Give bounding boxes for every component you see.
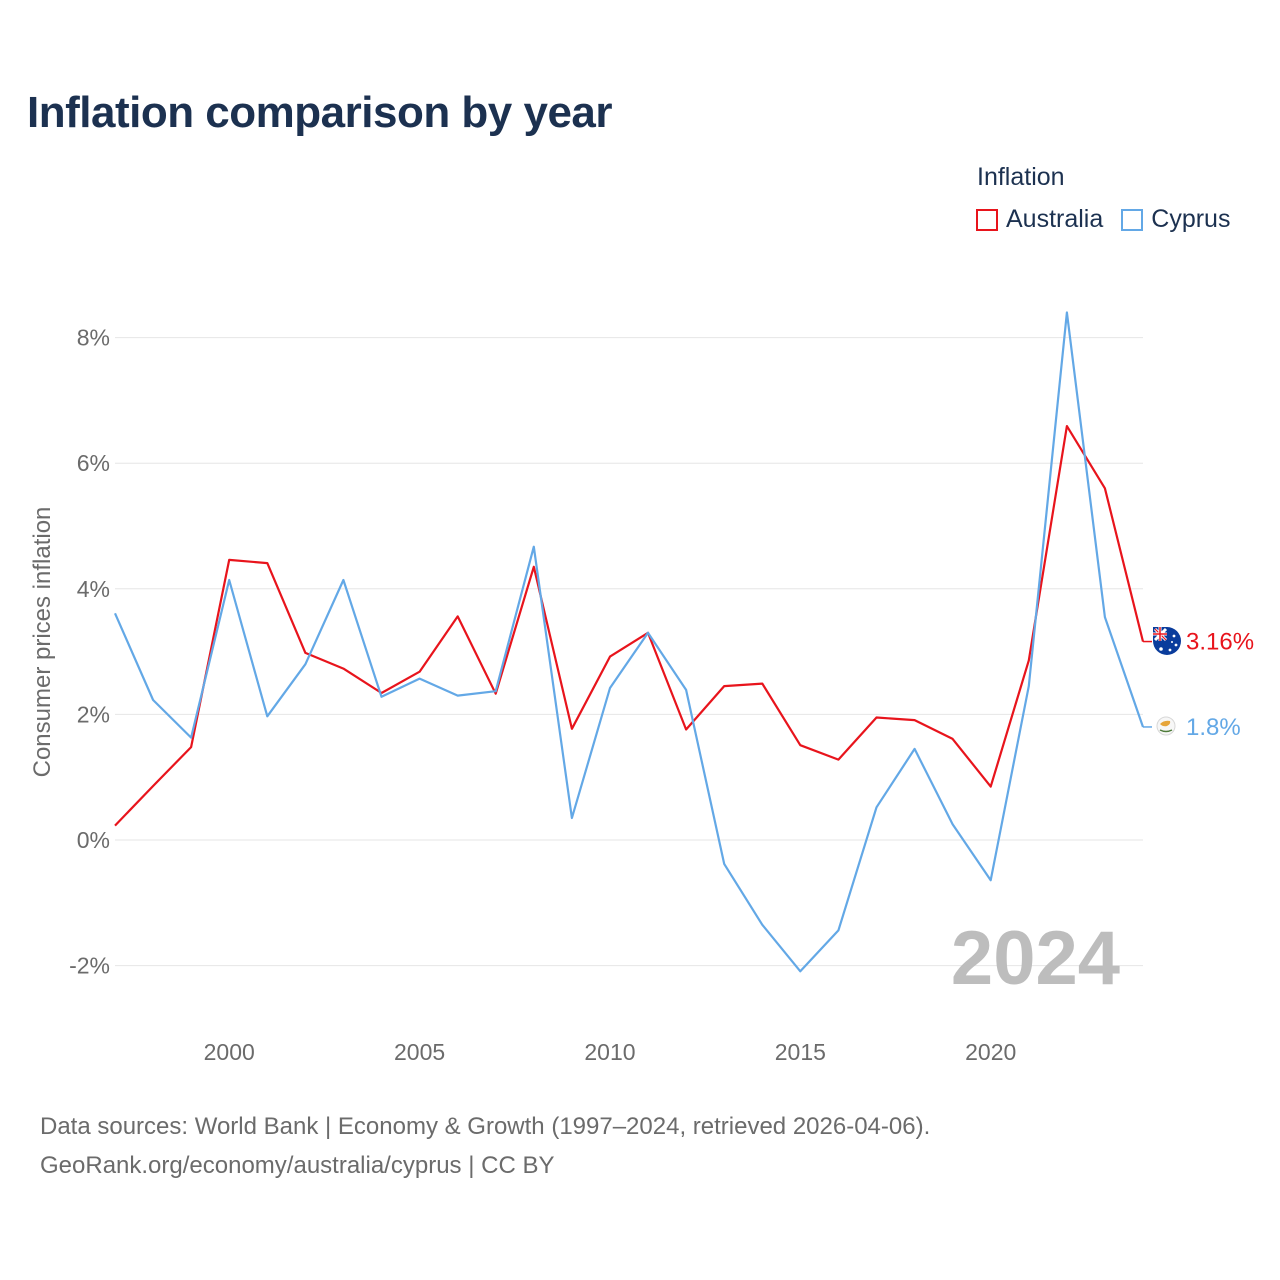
legend-item-australia[interactable]: Australia bbox=[976, 205, 1103, 234]
legend: Australia Cyprus bbox=[976, 205, 1230, 234]
legend-title: Inflation bbox=[977, 163, 1065, 191]
x-tick-label: 2000 bbox=[204, 1039, 255, 1065]
y-tick-label: 6% bbox=[77, 450, 110, 476]
footer: Data sources: World Bank | Economy & Gro… bbox=[40, 1107, 930, 1185]
y-tick-label: -2% bbox=[69, 953, 110, 979]
chart-title: Inflation comparison by year bbox=[27, 88, 613, 137]
y-axis-ticks: 8% 6% 4% 2% 0% -2% bbox=[69, 325, 110, 979]
legend-swatch-cyprus bbox=[1121, 208, 1144, 231]
x-tick-label: 2005 bbox=[394, 1039, 445, 1065]
footer-sources: Data sources: World Bank | Economy & Gro… bbox=[40, 1113, 931, 1140]
x-axis-ticks: 2000 2005 2010 2015 2020 bbox=[204, 1039, 1017, 1065]
x-tick-label: 2010 bbox=[584, 1039, 635, 1065]
cyprus-flag-icon bbox=[1156, 716, 1176, 736]
y-tick-label: 2% bbox=[77, 701, 110, 727]
series-end-labels: 3.16% 1.8% bbox=[1186, 629, 1254, 741]
y-axis-title: Consumer prices inflation bbox=[29, 507, 56, 778]
y-tick-label: 0% bbox=[77, 827, 110, 853]
series-lines bbox=[113, 311, 1152, 973]
x-tick-label: 2020 bbox=[965, 1039, 1016, 1065]
y-tick-label: 8% bbox=[77, 325, 110, 351]
current-year-watermark: 2024 bbox=[951, 916, 1120, 1001]
series-line-cyprus bbox=[113, 311, 1145, 973]
x-tick-label: 2015 bbox=[775, 1039, 826, 1065]
end-value-label-australia: 3.16% bbox=[1186, 629, 1254, 656]
y-tick-label: 4% bbox=[77, 576, 110, 602]
australia-flag-icon bbox=[1153, 627, 1181, 655]
legend-item-cyprus[interactable]: Cyprus bbox=[1121, 205, 1230, 234]
legend-swatch-australia bbox=[976, 208, 998, 231]
legend-label-cyprus: Cyprus bbox=[1151, 205, 1231, 233]
end-value-label-cyprus: 1.8% bbox=[1186, 714, 1241, 741]
series-end-markers bbox=[1153, 627, 1181, 736]
footer-link[interactable]: GeoRank.org/economy/australia/cyprus | C… bbox=[40, 1152, 555, 1179]
series-line-australia bbox=[114, 425, 1145, 827]
gridlines bbox=[115, 337, 1143, 967]
legend-label-australia: Australia bbox=[1006, 205, 1104, 233]
